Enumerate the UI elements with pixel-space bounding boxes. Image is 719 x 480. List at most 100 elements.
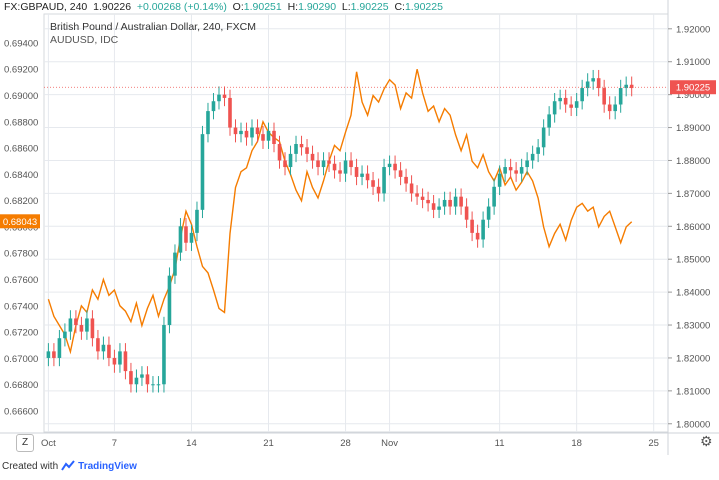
candle-body — [497, 173, 502, 187]
footer: Created with TradingView — [2, 460, 137, 472]
candle-body — [233, 127, 238, 135]
candle-body — [338, 170, 342, 174]
candle-body — [503, 167, 507, 174]
candle-body — [173, 252, 177, 276]
candle-body — [530, 153, 535, 161]
left-tick-label: 0.67400 — [4, 301, 38, 312]
left-tick-label: 0.66800 — [4, 380, 38, 391]
overlay-price-tag — [0, 214, 40, 229]
right-tick-label: 1.86000 — [676, 222, 710, 233]
time-tick-label: Nov — [381, 438, 398, 449]
right-tick-label: 1.91000 — [676, 57, 710, 68]
candle-body — [563, 97, 568, 105]
candle-body — [404, 176, 408, 184]
candle-body — [239, 130, 243, 135]
low-label: L: — [341, 1, 351, 13]
candle-body — [332, 163, 337, 171]
left-tick-label: 0.69200 — [4, 65, 38, 76]
candle-body — [211, 101, 216, 112]
candle-body — [613, 104, 617, 112]
zoom-button[interactable]: Z — [16, 434, 34, 452]
price-change: +0.00268 (+0.14%) — [136, 1, 227, 13]
open-label: O: — [232, 1, 244, 13]
candle-body — [162, 325, 166, 385]
low-value: 1.90225 — [350, 1, 389, 13]
candle-body — [431, 203, 436, 210]
right-tick-label: 1.85000 — [676, 255, 710, 266]
candle-body — [437, 206, 441, 210]
time-tick-label: 21 — [263, 438, 274, 449]
candle-body — [57, 338, 62, 358]
high-value: 1.90290 — [298, 1, 337, 13]
candle-body — [101, 344, 106, 352]
candle-body — [112, 357, 117, 365]
right-tick-label: 1.83000 — [676, 321, 710, 332]
candle-body — [470, 219, 474, 233]
gear-icon[interactable]: ⚙ — [700, 433, 713, 449]
candle-body — [475, 232, 480, 240]
current-price-tag — [670, 80, 716, 95]
time-tick-label: 11 — [495, 438, 505, 449]
candle-body — [217, 94, 221, 102]
candle-body — [629, 84, 634, 89]
candle-body — [74, 318, 78, 326]
candle-body — [525, 160, 529, 168]
candle-body — [68, 318, 73, 332]
candle-body — [195, 209, 199, 233]
chart-title: British Pound / Australian Dollar, 240, … — [50, 21, 257, 33]
candle-body — [184, 226, 188, 243]
candle-body — [283, 160, 287, 168]
candle-body — [442, 199, 447, 207]
candle-body — [189, 232, 194, 243]
candle-body — [151, 384, 155, 386]
candle-body — [178, 226, 183, 253]
candle-body — [360, 173, 364, 177]
current-price-label: 1.90225 — [676, 83, 710, 94]
candle-body — [486, 206, 491, 220]
left-tick-label: 0.69400 — [4, 38, 38, 49]
candle-body — [580, 88, 584, 102]
candle-body — [79, 325, 84, 332]
candle-body — [277, 144, 282, 161]
candle-body — [547, 114, 551, 128]
candle-body — [585, 81, 590, 89]
candle-body — [206, 111, 210, 135]
candle-body — [129, 371, 133, 385]
candle-body — [266, 130, 271, 141]
candle-body — [118, 351, 122, 365]
overlay-legend[interactable]: AUDUSD, IDC — [50, 34, 119, 46]
candle-body — [492, 186, 496, 207]
right-tick-label: 1.80000 — [676, 419, 710, 430]
candle-body — [387, 163, 392, 168]
candle-body — [167, 275, 172, 326]
candle-body — [255, 127, 260, 135]
candle-body — [305, 147, 309, 154]
left-tick-label: 0.68600 — [4, 144, 38, 155]
right-tick-label: 1.92000 — [676, 24, 710, 35]
time-tick-label: 18 — [571, 438, 582, 449]
candle-body — [349, 160, 353, 168]
candle-body — [145, 374, 150, 385]
tradingview-link[interactable]: TradingView — [78, 460, 137, 472]
candle-body — [591, 78, 595, 82]
candle-body — [354, 167, 359, 177]
candle-body — [618, 88, 623, 105]
time-tick-label: 28 — [340, 438, 351, 449]
candle-body — [222, 94, 227, 98]
candle-body — [519, 167, 524, 174]
audusd-series-line — [47, 69, 633, 355]
left-tick-label: 0.67600 — [4, 275, 38, 286]
time-tick-label: 7 — [112, 438, 117, 449]
candle-body — [261, 134, 265, 141]
candle-body — [365, 173, 370, 181]
right-tick-label: 1.81000 — [676, 386, 710, 397]
created-with-label: Created with — [2, 460, 59, 472]
candle-body — [90, 318, 95, 339]
audusd-overlay-layer — [47, 69, 633, 355]
candle-body — [310, 153, 315, 161]
close-label: C: — [394, 1, 405, 13]
candle-body — [376, 186, 381, 194]
time-tick-label: 14 — [186, 438, 197, 449]
